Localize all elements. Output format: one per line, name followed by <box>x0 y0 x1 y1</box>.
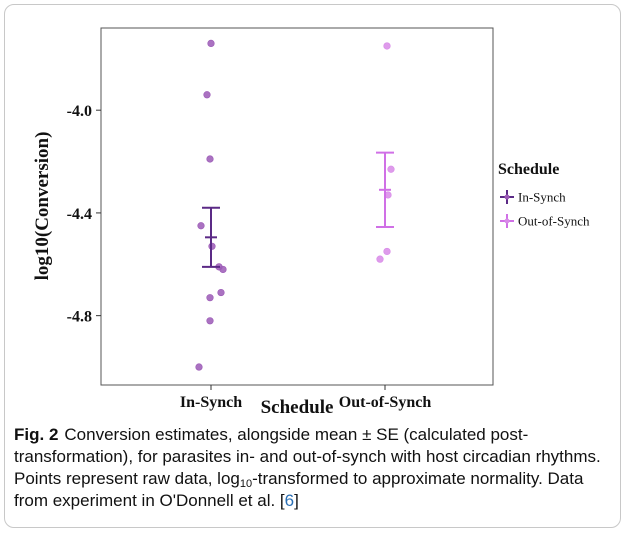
x-axis: In-Synch Out-of-Synch <box>180 385 431 411</box>
mean-se-bars <box>202 151 394 268</box>
legend-title: Schedule <box>498 161 559 178</box>
caption-text: Conversion estimates, alongside mean ± S… <box>14 425 601 488</box>
y-axis: -4.0 -4.4 -4.8 <box>67 103 101 326</box>
figure-frame <box>4 4 621 528</box>
data-point <box>217 288 225 297</box>
chart: -4.0 -4.4 -4.8 In-Synch Out-of-Synch Schedu… <box>32 27 590 418</box>
legend-label: Out-of-Synch <box>518 214 590 229</box>
y-tick-label: -4.0 <box>67 103 92 120</box>
data-point <box>383 247 391 256</box>
data-point <box>206 294 214 302</box>
figure-caption: Fig. 2 Conversion estimates, alongside me… <box>14 424 614 512</box>
caption-subscript: 10 <box>239 478 253 490</box>
x-tick-label: Out-of-Synch <box>339 394 432 411</box>
caption-close: ] <box>294 491 299 510</box>
data-point <box>206 155 214 163</box>
data-point <box>203 91 211 99</box>
plot-panel <box>100 27 494 386</box>
legend: Schedule In-Synch Out-of-Synch <box>498 161 590 229</box>
legend-label: In-Synch <box>518 190 566 205</box>
data-point <box>206 317 214 325</box>
data-point <box>383 42 391 50</box>
data-point <box>387 165 395 173</box>
data-point <box>195 363 203 371</box>
figure-label: Fig. 2 <box>14 425 59 444</box>
data-point <box>197 222 205 230</box>
data-point <box>219 265 227 274</box>
y-axis-title: log10(Conversion) <box>32 132 53 281</box>
legend-key-point <box>504 194 510 200</box>
data-point <box>207 39 215 48</box>
reference-link[interactable]: 6 <box>284 491 295 510</box>
data-point <box>376 255 384 263</box>
x-axis-title: Schedule <box>261 397 334 418</box>
legend-key-point <box>504 218 510 224</box>
y-tick-label: -4.8 <box>67 309 92 326</box>
y-tick-label: -4.4 <box>67 206 92 223</box>
x-tick-label: In-Synch <box>180 394 242 411</box>
caption-text-tail: -transformed to approximate normality. D… <box>14 469 584 510</box>
